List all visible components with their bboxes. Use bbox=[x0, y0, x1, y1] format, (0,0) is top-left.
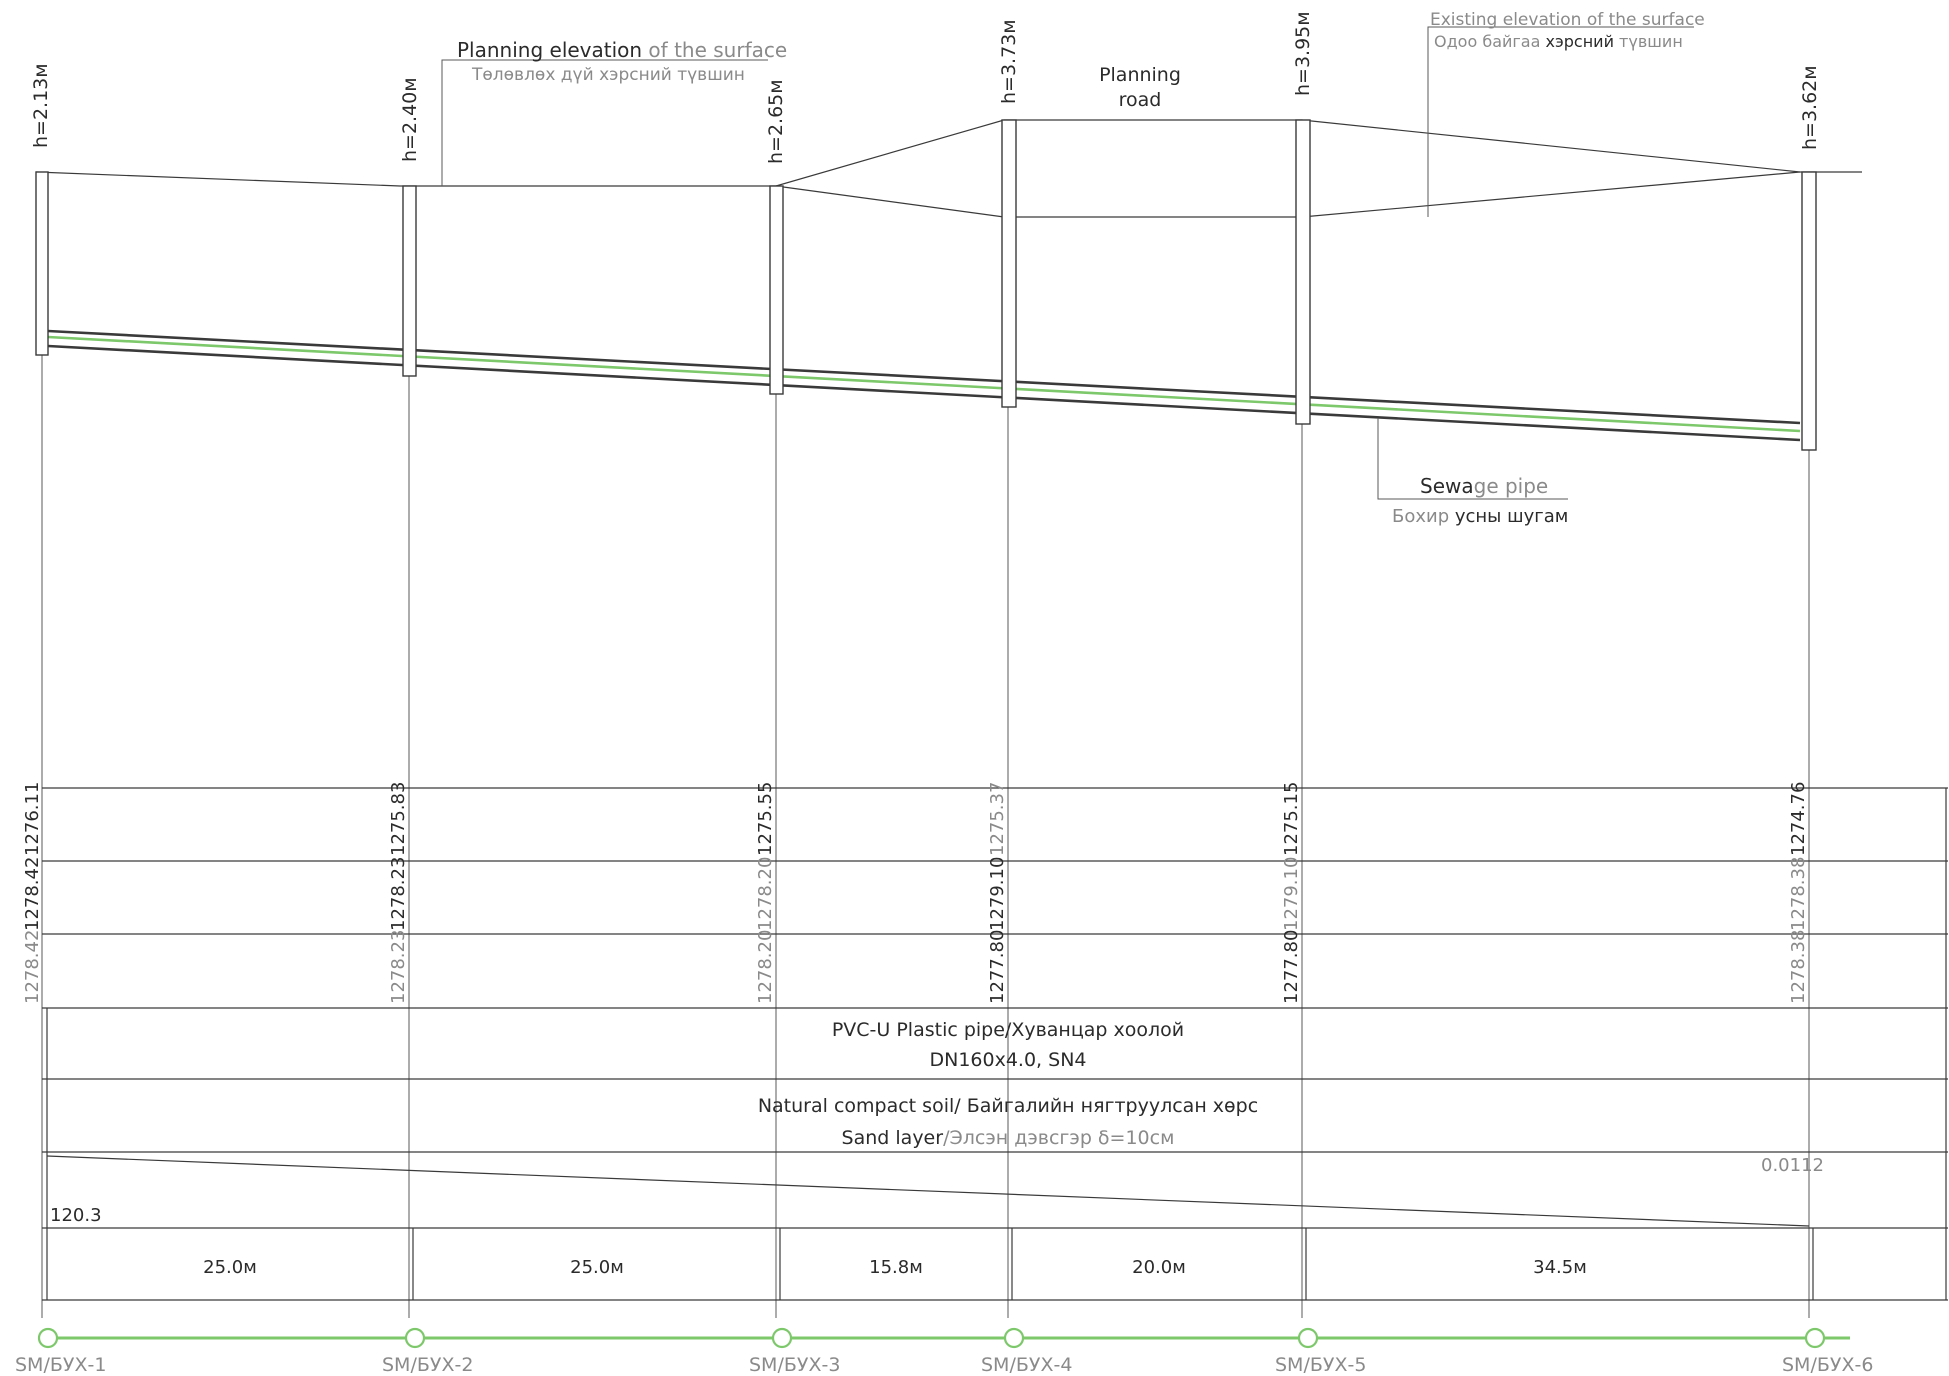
node-marker-1 bbox=[37, 1327, 59, 1349]
planning-surface-line bbox=[775, 171, 1801, 218]
slope-diagonal bbox=[46, 1155, 1810, 1227]
invert-value: 1275.37 bbox=[987, 782, 1008, 856]
existing-ground-value: 1278.23 bbox=[388, 930, 409, 1004]
invert-value: 1275.55 bbox=[755, 782, 776, 856]
existing-ground-value: 1278.38 bbox=[1788, 930, 1809, 1004]
planning-road-label-2: road bbox=[1119, 89, 1162, 111]
invert-value: 1275.83 bbox=[388, 782, 409, 856]
sewage-pipe-label-mn: Бохир усны шугам bbox=[1392, 506, 1568, 527]
segment-row: 25.0м 25.0м 15.8м 20.0м 34.5м bbox=[203, 1228, 1814, 1300]
existing-ground-value: 1278.20 bbox=[755, 930, 776, 1004]
planning-elevation-label-en: Planning elevation of the surface bbox=[457, 38, 787, 62]
node-label: SM/БУХ-4 bbox=[981, 1354, 1072, 1376]
existing-surface-line bbox=[35, 119, 1862, 187]
segment-length: 34.5м bbox=[1533, 1257, 1587, 1278]
planning-road-label-1: Planning bbox=[1099, 64, 1181, 86]
well-depth-label: h=3.62м bbox=[1799, 65, 1821, 150]
soil-line-2: Sand layer/Элсэн дэвсгэр δ=10см bbox=[842, 1127, 1175, 1149]
sewage-pipe-top-edge bbox=[47, 329, 1801, 425]
manhole-3: h=2.65м bbox=[765, 79, 787, 1318]
design-ground-value: 1278.42 bbox=[22, 857, 43, 931]
design-ground-value: 1278.20 bbox=[755, 857, 776, 931]
node-marker-5 bbox=[1297, 1327, 1319, 1349]
node-label: SM/БУХ-1 bbox=[15, 1354, 106, 1376]
design-ground-value: 1278.38 bbox=[1788, 857, 1809, 931]
invert-value: 1274.76 bbox=[1788, 782, 1809, 856]
planning-elevation-leader bbox=[441, 59, 768, 186]
sewage-pipe-centerline bbox=[47, 335, 1801, 433]
sewage-pipe-label-en: Sewage pipe bbox=[1420, 474, 1548, 498]
invert-value: 1276.11 bbox=[22, 782, 43, 856]
invert-elevation-row: 1276.11 1275.83 1275.55 1275.37 1275.15 … bbox=[22, 782, 1809, 856]
segment-length: 25.0м bbox=[570, 1257, 624, 1278]
existing-elevation-label-en: Existing elevation of the surface bbox=[1430, 10, 1705, 30]
design-ground-row: 1278.42 1278.23 1278.20 1279.10 1279.10 … bbox=[22, 857, 1809, 931]
manhole-5: h=3.95м bbox=[1292, 11, 1314, 1318]
design-ground-value: 1279.10 bbox=[987, 857, 1008, 931]
node-label: SM/БУХ-6 bbox=[1782, 1354, 1873, 1376]
manhole-1: h=2.13м bbox=[30, 63, 52, 1318]
well-depth-label: h=2.40м bbox=[399, 77, 421, 162]
segment-length: 20.0м bbox=[1132, 1257, 1186, 1278]
existing-elevation-label-mn: Одоо байгаа хэрсний түвшин bbox=[1434, 32, 1683, 51]
invert-value: 1275.15 bbox=[1281, 782, 1302, 856]
manhole-4: h=3.73м bbox=[998, 19, 1020, 1318]
profile-area: Planning elevation of the surface Төлөвл… bbox=[30, 10, 1862, 1318]
node-marker-2 bbox=[404, 1327, 426, 1349]
existing-elevation-leader bbox=[1427, 26, 1694, 217]
plan-line: SM/БУХ-1 SM/БУХ-2 SM/БУХ-3 SM/БУХ-4 SM/Б… bbox=[15, 1327, 1873, 1376]
existing-ground-row: 1278.42 1278.23 1278.20 1277.80 1277.80 … bbox=[22, 930, 1809, 1004]
existing-ground-value: 1278.42 bbox=[22, 930, 43, 1004]
design-ground-value: 1278.23 bbox=[388, 857, 409, 931]
well-depth-label: h=2.13м bbox=[30, 63, 52, 148]
pipe-material-line-1: PVC-U Plastic pipe/Хуванцар хоолой bbox=[832, 1019, 1184, 1041]
node-label: SM/БУХ-2 bbox=[382, 1354, 473, 1376]
design-ground-value: 1279.10 bbox=[1281, 857, 1302, 931]
planning-elevation-label-mn: Төлөвлөх дүй хэрсний түвшин bbox=[471, 65, 745, 85]
manhole-6: h=3.62м bbox=[1799, 65, 1821, 1318]
node-marker-3 bbox=[771, 1327, 793, 1349]
pipe-material-line-2: DN160x4.0, SN4 bbox=[929, 1049, 1086, 1071]
well-depth-label: h=2.65м bbox=[765, 79, 787, 164]
existing-ground-value: 1277.80 bbox=[987, 930, 1008, 1004]
segment-length: 25.0м bbox=[203, 1257, 257, 1278]
data-table: 1276.11 1275.83 1275.55 1275.37 1275.15 … bbox=[22, 782, 1948, 1301]
node-label: SM/БУХ-5 bbox=[1275, 1354, 1366, 1376]
node-label: SM/БУХ-3 bbox=[749, 1354, 840, 1376]
slope-value: 0.0112 bbox=[1761, 1155, 1824, 1176]
well-depth-label: h=3.73м bbox=[998, 19, 1020, 104]
manhole-2: h=2.40м bbox=[399, 77, 421, 1318]
node-marker-4 bbox=[1003, 1327, 1025, 1349]
well-depth-label: h=3.95м bbox=[1292, 11, 1314, 96]
soil-line-1: Natural compact soil/ Байгалийн нягтруул… bbox=[758, 1095, 1258, 1117]
sewage-pipe-bottom-edge bbox=[47, 344, 1801, 442]
total-length-value: 120.3 bbox=[50, 1205, 102, 1226]
existing-ground-value: 1277.80 bbox=[1281, 930, 1302, 1004]
sewage-pipe-leader bbox=[1377, 418, 1568, 500]
segment-length: 15.8м bbox=[869, 1257, 923, 1278]
node-marker-6 bbox=[1804, 1327, 1826, 1349]
